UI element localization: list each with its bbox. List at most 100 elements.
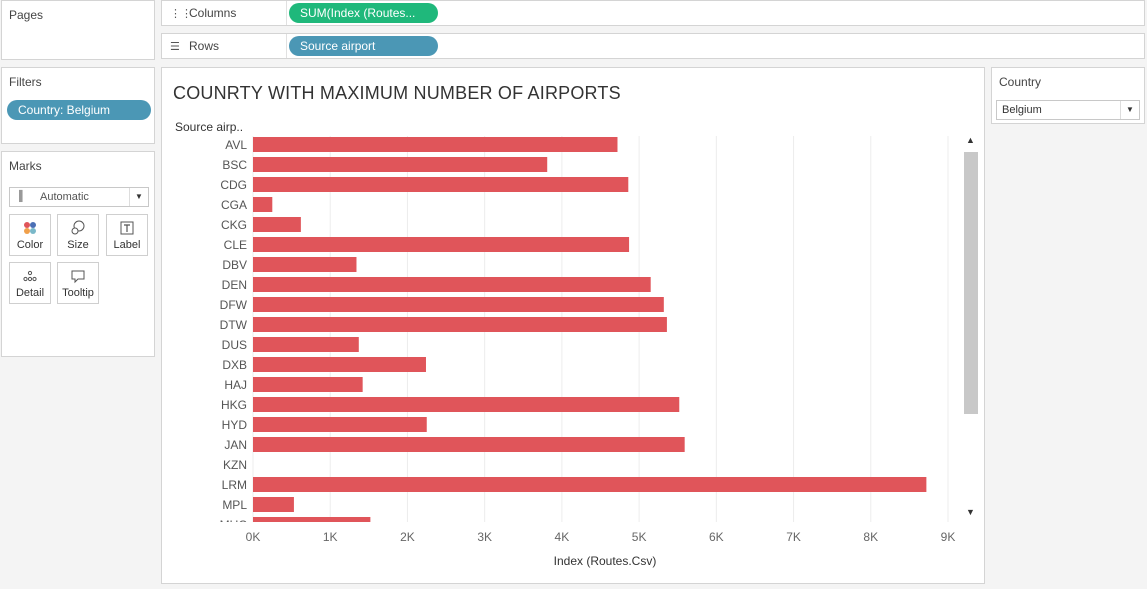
row-label: AVL [225, 138, 247, 152]
row-label: CGA [221, 198, 247, 212]
marks-detail-button[interactable]: Detail [9, 262, 51, 304]
marks-tooltip-button[interactable]: Tooltip [57, 262, 99, 304]
row-label: CLE [224, 238, 247, 252]
x-tick-label: 9K [941, 530, 956, 544]
x-axis-title: Index (Routes.Csv) [554, 554, 657, 568]
x-tick-label: 6K [709, 530, 724, 544]
x-tick-label: 7K [786, 530, 801, 544]
chart-title: COUNRTY WITH MAXIMUM NUMBER OF AIRPORTS [173, 83, 621, 103]
row-label: MUC [220, 518, 248, 532]
rows-pill[interactable]: Source airport [289, 36, 438, 56]
rows-shelf[interactable]: ☰ Rows Source airport [161, 33, 1145, 59]
rows-label-text: Rows [189, 39, 220, 53]
chevron-down-icon: ▼ [1120, 101, 1139, 119]
bar[interactable] [253, 397, 680, 412]
x-tick-label: 0K [246, 530, 261, 544]
bar[interactable] [253, 237, 630, 252]
color-dots-icon [10, 220, 50, 238]
marks-size-label: Size [67, 239, 89, 251]
bar[interactable] [253, 317, 667, 332]
scroll-down-icon[interactable]: ▼ [966, 507, 975, 517]
columns-pill[interactable]: SUM(Index (Routes... [289, 3, 438, 23]
size-circles-icon [58, 220, 98, 238]
bar[interactable] [253, 377, 363, 392]
marks-label-label: Label [113, 239, 141, 251]
x-tick-label: 3K [477, 530, 492, 544]
row-label: DUS [222, 338, 247, 352]
row-label: LRM [222, 478, 247, 492]
row-label: HYD [222, 418, 248, 432]
country-select[interactable]: Belgium ▼ [996, 100, 1140, 120]
row-label: JAN [224, 438, 247, 452]
row-header: Source airp.. [175, 120, 244, 134]
marks-color-button[interactable]: Color [9, 214, 51, 256]
bar[interactable] [253, 157, 548, 172]
bar[interactable] [253, 277, 651, 292]
row-label: DBV [222, 258, 247, 272]
columns-shelf-divider [286, 1, 287, 25]
detail-dots-icon [10, 268, 50, 286]
bar[interactable] [253, 357, 426, 372]
columns-icon: ⋮⋮ [170, 8, 192, 20]
marks-title: Marks [9, 159, 42, 173]
bar[interactable] [253, 217, 301, 232]
country-filter-title: Country [999, 75, 1042, 89]
bar[interactable] [253, 477, 927, 492]
filters-title: Filters [9, 75, 42, 89]
country-filter-card: Country Belgium ▼ [991, 67, 1145, 124]
bar[interactable] [253, 337, 359, 352]
scroll-up-icon[interactable]: ▲ [966, 135, 975, 145]
bar[interactable] [253, 437, 685, 452]
pages-panel: Pages [1, 0, 155, 60]
bar[interactable] [253, 297, 664, 312]
row-label: MPL [222, 498, 247, 512]
marks-size-button[interactable]: Size [57, 214, 99, 256]
bar[interactable] [253, 197, 273, 212]
filters-panel: Filters Country: Belgium [1, 67, 155, 144]
bar[interactable] [253, 257, 357, 272]
x-tick-label: 1K [323, 530, 338, 544]
rows-shelf-divider [286, 34, 287, 58]
tooltip-bubble-icon [58, 268, 98, 286]
row-label: KZN [223, 458, 247, 472]
scrollbar-thumb[interactable] [964, 152, 978, 414]
rows-shelf-label: ☰ Rows [170, 39, 219, 53]
plot-area: AVL BSC CDG CGA CKG CLE DBV DEN DFW DTW DUS DXB HAJ H… [220, 137, 927, 532]
row-label: DXB [222, 358, 247, 372]
chevron-down-icon: ▼ [129, 188, 148, 206]
country-select-value: Belgium [1002, 104, 1042, 116]
x-tick-label: 2K [400, 530, 415, 544]
rows-icon: ☰ [170, 41, 180, 53]
mark-type-value: Automatic [40, 191, 89, 203]
marks-label-button[interactable]: Label [106, 214, 148, 256]
marks-panel: Marks ▌ Automatic ▼ Color Size Label Det… [1, 151, 155, 357]
row-label: DFW [220, 298, 248, 312]
row-label: CKG [221, 218, 247, 232]
marks-color-label: Color [16, 239, 44, 251]
bar[interactable] [253, 177, 629, 192]
bar-chart-icon: ▌ [19, 191, 27, 202]
marks-detail-label: Detail [15, 287, 45, 299]
row-label: DEN [222, 278, 247, 292]
bar[interactable] [253, 417, 427, 432]
bar[interactable] [253, 137, 618, 152]
row-label: CDG [220, 178, 247, 192]
x-tick-label: 4K [555, 530, 570, 544]
row-label: HKG [221, 398, 247, 412]
row-label: DTW [220, 318, 248, 332]
mark-type-dropdown[interactable]: ▌ Automatic ▼ [9, 187, 149, 207]
columns-shelf[interactable]: ⋮⋮Columns SUM(Index (Routes... [161, 0, 1145, 26]
chart-panel: COUNRTY WITH MAXIMUM NUMBER OF AIRPORTS … [161, 67, 985, 584]
columns-shelf-label: ⋮⋮Columns [170, 6, 236, 20]
bar[interactable] [253, 497, 294, 512]
bar-chart: AVL BSC CDG CGA CKG CLE DBV DEN DFW DTW DUS DXB HAJ H… [220, 136, 956, 568]
row-label: HAJ [224, 378, 247, 392]
x-tick-label: 8K [863, 530, 878, 544]
label-text-icon [107, 220, 147, 238]
marks-tooltip-label: Tooltip [62, 287, 94, 299]
chart-scrollbar[interactable]: ▲ ▼ [963, 135, 979, 521]
row-label: BSC [222, 158, 247, 172]
x-axis: 0K 1K 2K 3K 4K 5K 6K 7K 8K 9K [246, 530, 956, 544]
country-filter-pill[interactable]: Country: Belgium [7, 100, 151, 120]
bar[interactable] [253, 517, 371, 532]
